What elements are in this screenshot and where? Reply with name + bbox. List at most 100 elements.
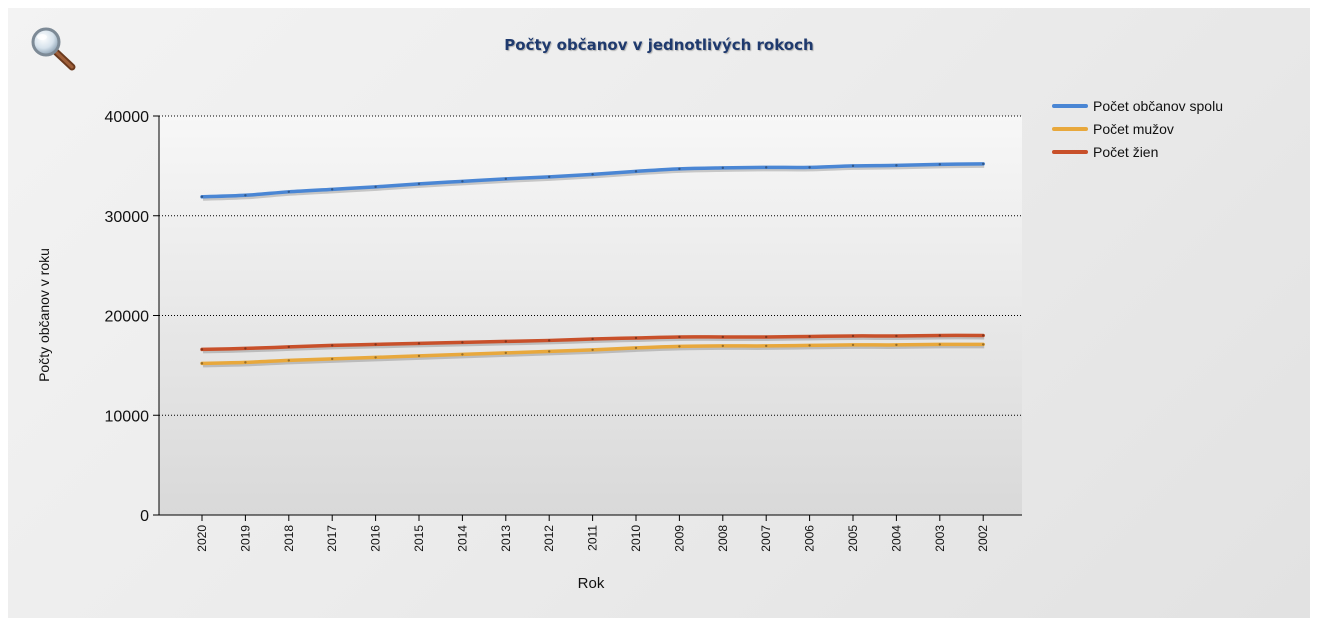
x-tick-label: 2008 (716, 525, 730, 552)
data-point (808, 166, 811, 169)
x-tick-label: 2012 (542, 525, 556, 552)
data-point (851, 334, 855, 338)
data-point (938, 163, 941, 166)
legend-item[interactable]: Počet mužov (1052, 117, 1302, 140)
data-point (678, 167, 681, 171)
series-shadow (202, 335, 985, 354)
x-tick-label: 2007 (759, 525, 773, 552)
data-point (244, 347, 247, 350)
data-point (417, 354, 421, 358)
x-tick-label: 2011 (586, 525, 600, 551)
data-point (678, 345, 681, 348)
x-tick-label: 2006 (803, 525, 817, 552)
data-point (287, 345, 290, 349)
series-line (200, 162, 985, 199)
data-point (808, 335, 811, 338)
data-point (938, 334, 941, 337)
data-point (461, 180, 464, 183)
data-point (721, 344, 724, 348)
data-point (634, 170, 638, 173)
data-point (982, 334, 985, 337)
data-point (765, 335, 768, 339)
data-point (461, 353, 464, 356)
data-point (721, 166, 724, 170)
data-point (851, 343, 855, 347)
data-point (634, 336, 638, 340)
data-point (634, 346, 638, 350)
x-tick-label: 2003 (933, 525, 947, 552)
x-tick-label: 2018 (282, 525, 296, 552)
legend-label: Počet mužov (1093, 120, 1174, 137)
x-tick-label: 2020 (195, 525, 209, 552)
x-tick-label: 2017 (325, 525, 339, 552)
data-point (548, 175, 551, 179)
data-point (374, 356, 377, 359)
data-point (331, 188, 334, 191)
data-point (461, 341, 464, 344)
y-tick-label: 20000 (105, 309, 150, 326)
x-tick-label: 2002 (976, 525, 990, 552)
x-axis-title: Rok (577, 575, 605, 592)
magnifier-icon[interactable] (28, 26, 78, 72)
x-tick-label: 2009 (672, 525, 686, 552)
x-tick-label: 2014 (455, 525, 469, 552)
legend: Počet občanov spolu Počet mužov Počet žien (1052, 94, 1302, 163)
y-tick-label: 0 (140, 508, 149, 525)
data-point (287, 359, 290, 362)
series-shadow (202, 344, 985, 368)
y-axis-title: Počty občanov v roku (36, 248, 52, 382)
data-point (765, 166, 768, 169)
legend-swatch (1052, 126, 1088, 131)
data-point (244, 361, 247, 364)
y-tick-label: 40000 (105, 109, 150, 126)
data-point (548, 350, 551, 353)
x-tick-label: 2010 (629, 525, 643, 552)
legend-label: Počet občanov spolu (1093, 97, 1223, 114)
data-point (982, 162, 985, 166)
data-point (504, 340, 507, 343)
data-point (721, 335, 724, 339)
x-tick-label: 2016 (369, 525, 383, 552)
data-point (331, 344, 334, 347)
data-point (331, 357, 334, 361)
data-point (895, 334, 898, 338)
data-point (591, 337, 594, 341)
data-point (938, 343, 941, 346)
series-shadow (202, 163, 985, 201)
legend-swatch (1052, 103, 1088, 108)
x-tick-label: 2019 (238, 525, 252, 552)
data-point (765, 344, 768, 348)
plot-background (159, 116, 1022, 515)
data-point (200, 195, 204, 198)
series-line (200, 342, 985, 366)
legend-label: Počet žien (1093, 143, 1159, 160)
data-point (287, 190, 290, 194)
data-point (504, 351, 507, 355)
data-point (417, 182, 421, 186)
x-tick-label: 2015 (412, 525, 426, 552)
data-point (417, 342, 421, 345)
x-tick-label: 2005 (846, 525, 860, 552)
legend-item[interactable]: Počet občanov spolu (1052, 94, 1302, 117)
legend-item[interactable]: Počet žien (1052, 140, 1302, 163)
data-point (678, 335, 681, 339)
data-point (374, 343, 377, 346)
series-line (200, 333, 985, 352)
data-point (895, 164, 898, 167)
data-point (200, 362, 204, 365)
chart-title: Počty občanov v jednotlivých rokoch (504, 36, 814, 54)
data-point (548, 339, 551, 342)
data-point (244, 194, 247, 197)
data-point (200, 348, 204, 351)
y-tick-label: 10000 (105, 408, 150, 425)
data-point (982, 343, 985, 346)
y-tick-label: 30000 (105, 209, 150, 226)
data-point (374, 185, 377, 189)
data-point (591, 348, 594, 352)
data-point (504, 177, 507, 181)
data-point (808, 344, 811, 347)
x-tick-label: 2013 (499, 525, 513, 552)
data-point (895, 343, 898, 347)
x-tick-label: 2004 (889, 525, 903, 552)
